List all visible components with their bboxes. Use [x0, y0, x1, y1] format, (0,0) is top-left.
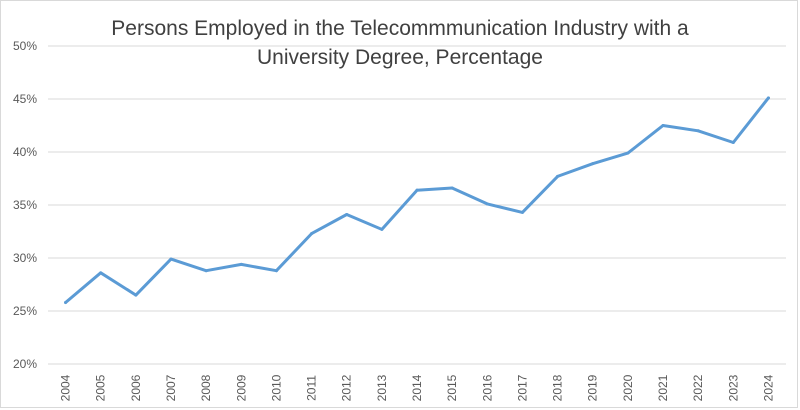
data-point	[626, 151, 630, 155]
gridlines	[48, 45, 786, 365]
data-point	[556, 174, 560, 178]
x-tick-label: 2015	[445, 374, 459, 401]
x-tick-label: 2010	[269, 374, 283, 401]
series-line	[64, 96, 770, 304]
x-tick-label: 2004	[59, 374, 73, 401]
x-tick-label: 2020	[621, 374, 635, 401]
x-tick-label: 2012	[340, 374, 354, 401]
data-point	[520, 210, 524, 214]
data-point	[134, 293, 138, 297]
data-point	[274, 269, 278, 273]
y-tick-label: 20%	[13, 357, 37, 371]
x-tick-label: 2006	[129, 374, 143, 401]
x-tick-label: 2009	[234, 374, 248, 401]
x-tick-label: 2014	[410, 374, 424, 401]
y-tick-label: 30%	[13, 251, 37, 265]
x-tick-label: 2011	[305, 375, 319, 401]
data-point	[345, 213, 349, 217]
data-point	[485, 202, 489, 206]
data-point	[415, 188, 419, 192]
data-point	[239, 262, 243, 266]
data-point	[591, 162, 595, 166]
y-tick-label: 50%	[13, 39, 37, 53]
x-tick-label: 2018	[551, 374, 565, 401]
data-point	[204, 269, 208, 273]
x-tick-label: 2022	[691, 374, 705, 401]
x-tick-label: 2019	[586, 374, 600, 401]
x-tick-label: 2016	[480, 374, 494, 401]
data-point	[450, 186, 454, 190]
data-point	[731, 140, 735, 144]
data-point	[766, 96, 770, 100]
x-tick-label: 2024	[761, 374, 775, 401]
x-axis-tick-labels: 2004 2005 2006 2007 2008 2009 2010 2011 2012 2013…	[59, 374, 776, 401]
chart-title: Persons Employed in the Telecommmunicati…	[0, 14, 800, 72]
x-tick-label: 2005	[94, 374, 108, 401]
x-tick-label: 2021	[656, 374, 670, 401]
data-point	[661, 124, 665, 127]
y-tick-label: 45%	[13, 92, 37, 106]
y-tick-label: 35%	[13, 198, 37, 212]
data-point	[380, 227, 384, 231]
x-tick-label: 2008	[199, 374, 213, 401]
x-tick-label: 2023	[726, 374, 740, 401]
x-tick-label: 2007	[164, 374, 178, 401]
y-tick-label: 40%	[13, 145, 37, 159]
data-point	[64, 301, 68, 305]
y-axis-tick-labels: 20% 25% 30% 35% 40% 45% 50%	[13, 39, 37, 371]
series-lines	[64, 96, 770, 305]
data-point	[696, 129, 700, 133]
x-tick-label: 2013	[375, 374, 389, 401]
x-tick-label: 2017	[515, 374, 529, 401]
chart-title-line-2: University Degree, Percentage	[257, 46, 543, 69]
data-point	[169, 257, 173, 261]
data-point	[310, 232, 314, 236]
y-tick-label: 25%	[13, 304, 37, 318]
data-point	[99, 271, 103, 275]
chart-title-line-1: Persons Employed in the Telecommmunicati…	[111, 17, 689, 40]
